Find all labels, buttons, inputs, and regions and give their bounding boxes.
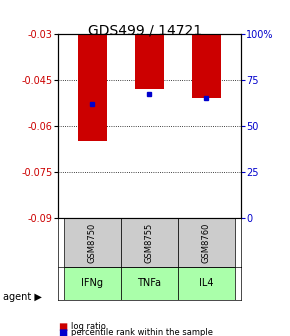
Text: GSM8760: GSM8760 — [202, 222, 211, 263]
Text: ■: ■ — [58, 328, 67, 336]
Text: IL4: IL4 — [199, 279, 214, 289]
Text: log ratio: log ratio — [71, 322, 106, 331]
Bar — [135, 34, 164, 89]
Text: TNFa: TNFa — [137, 279, 161, 289]
Text: percentile rank within the sample: percentile rank within the sample — [71, 328, 213, 336]
Bar — [192, 34, 221, 98]
Bar — [121, 267, 178, 300]
Text: GSM8750: GSM8750 — [88, 222, 97, 263]
Bar — [121, 218, 178, 267]
Bar — [64, 267, 121, 300]
Text: ■: ■ — [58, 322, 67, 332]
Bar — [178, 267, 235, 300]
Bar — [64, 218, 121, 267]
Text: agent ▶: agent ▶ — [3, 292, 42, 302]
Bar — [178, 218, 235, 267]
Text: GSM8755: GSM8755 — [145, 222, 154, 263]
Text: IFNg: IFNg — [81, 279, 103, 289]
Bar — [78, 34, 106, 141]
Text: GDS499 / 14721: GDS499 / 14721 — [88, 24, 202, 38]
